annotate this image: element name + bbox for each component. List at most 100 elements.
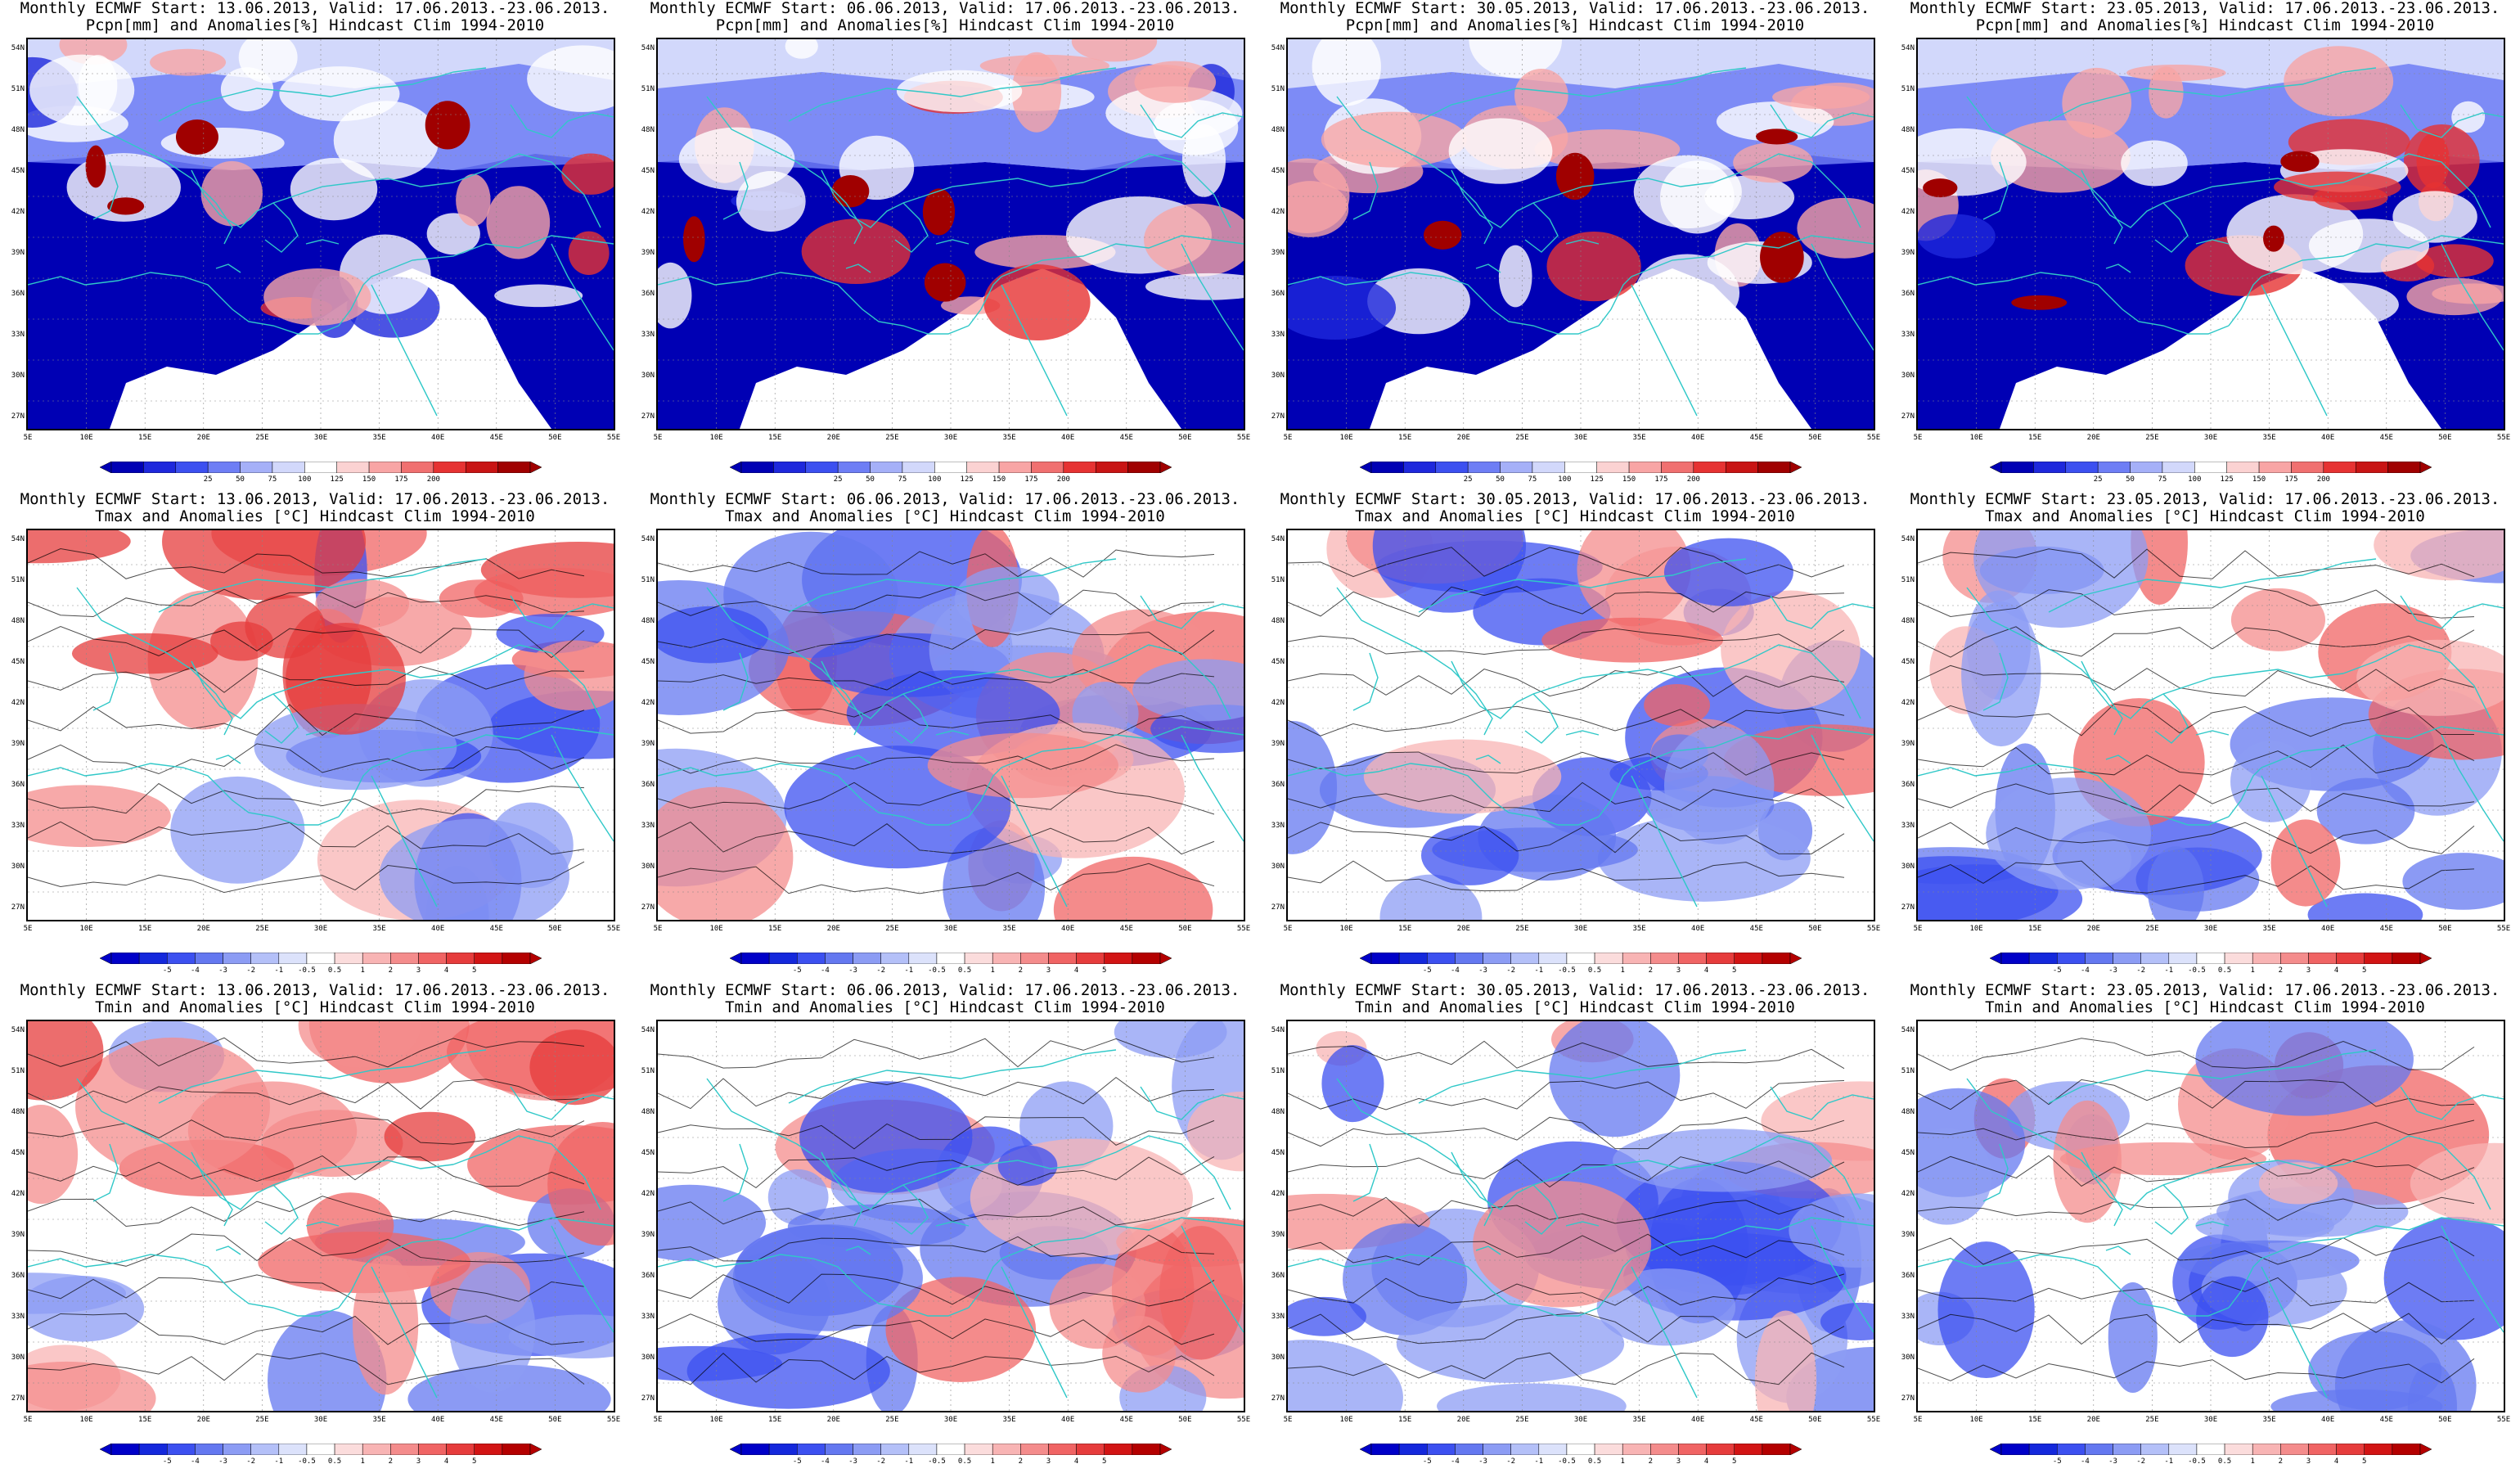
colorbar-swatch — [964, 1444, 993, 1455]
colorbar-swatch — [110, 953, 140, 964]
map-area — [1286, 1020, 1875, 1412]
isotherm-contour — [658, 1076, 1215, 1110]
temp-anomaly-blob — [1321, 1045, 1384, 1123]
colorbar-tick-label: 75 — [1528, 475, 1537, 484]
isotherm-contour — [28, 861, 585, 894]
temp-anomaly-blob — [2383, 1216, 2504, 1340]
colorbar-tick-label: -0.5 — [928, 966, 946, 975]
coastline — [1001, 1266, 1068, 1399]
coastline — [305, 1221, 340, 1227]
isotherm-contour — [1918, 1313, 2475, 1345]
coastline — [1631, 284, 1698, 417]
coastline — [264, 693, 299, 744]
colorbar-min-arrow — [730, 462, 742, 473]
latitude-tick-label: 51N — [1271, 576, 1285, 584]
coastline — [371, 1217, 614, 1259]
coastline — [215, 755, 241, 764]
panel-subtitle: Tmin and Anomalies [°C] Hindcast Clim 19… — [1985, 998, 2425, 1016]
colorbar-tick-label: -3 — [2108, 966, 2117, 975]
longitude-tick-label: 25E — [2145, 434, 2159, 442]
colorbar-max-arrow — [2419, 1444, 2432, 1455]
coastline — [1451, 660, 1714, 719]
colorbar-tick-label: 50 — [1496, 475, 1505, 484]
precip-surplus-cell — [1423, 220, 1462, 250]
colorbar-tick-label: 0.5 — [327, 1457, 342, 1466]
coastline — [371, 284, 438, 417]
isotherm-contour — [1288, 547, 1845, 578]
colorbar-swatch — [853, 1444, 881, 1455]
temp-anomaly-blob — [1616, 1161, 1842, 1286]
map-panel: Monthly ECMWF Start: 06.06.2013, Valid: … — [630, 982, 1260, 1473]
precip-anomaly-blob — [456, 173, 491, 227]
longitude-tick-label: 30E — [313, 1416, 328, 1424]
temp-anomaly-blob — [407, 1364, 611, 1411]
latitude-tick-label: 48N — [11, 617, 25, 625]
longitude-tick-label: 10E — [1969, 925, 1983, 933]
longitude-tick-label: 45E — [2379, 434, 2393, 442]
coastline — [1918, 1254, 2230, 1317]
longitude-tick-label: 50E — [2438, 1416, 2452, 1424]
precip-anomaly-blob — [983, 264, 1091, 341]
colorbar-tick-label: 4 — [443, 1457, 449, 1466]
latitude-tick-label: 45N — [1901, 167, 1915, 175]
coastline — [935, 730, 970, 736]
coastline — [2048, 1049, 2377, 1104]
colorbar-tick-label: -4 — [190, 966, 200, 975]
colorbar-max-arrow — [529, 462, 542, 473]
colorbar-swatch — [143, 462, 177, 473]
latitude-tick-label: 39N — [11, 249, 25, 257]
temp-anomaly-blob — [2230, 741, 2311, 822]
coastline — [2154, 693, 2189, 744]
longitude-tick-label: 30E — [1573, 1416, 1588, 1424]
colorbar-swatch — [2194, 462, 2227, 473]
coastline — [305, 730, 340, 736]
longitude-tick-label: 30E — [2203, 434, 2218, 442]
map-field-svg — [1918, 39, 2504, 429]
precip-anomaly-blob — [1991, 119, 2131, 193]
latitude-tick-label: 45N — [11, 1149, 25, 1157]
temp-anomaly-blob — [1363, 739, 1562, 814]
colorbar-swatch — [740, 1444, 770, 1455]
coastline — [2441, 243, 2504, 351]
map-field-svg — [1288, 39, 1874, 429]
colorbar-tick-label: 125 — [960, 475, 974, 484]
colorbar-tick-label: -2 — [1506, 966, 1516, 975]
colorbar-swatch — [934, 462, 967, 473]
longitude-tick-label: 15E — [2028, 925, 2042, 933]
latitude-tick-label: 48N — [1271, 1108, 1285, 1116]
panel-title: Monthly ECMWF Start: 23.05.2013, Valid: … — [1910, 490, 2500, 508]
longitude-tick-label: 5E — [1283, 434, 1293, 442]
temp-anomaly-blob — [1372, 530, 1526, 613]
colorbar-max-arrow — [2419, 953, 2432, 964]
latitude-tick-label: 36N — [641, 781, 655, 789]
colorbar-tick-label: -0.5 — [298, 966, 316, 975]
panel-title: Monthly ECMWF Start: 06.06.2013, Valid: … — [650, 0, 1240, 17]
colorbar-swatch — [1762, 953, 1791, 964]
colorbar-swatch — [2028, 1444, 2058, 1455]
colorbar-swatch — [195, 953, 223, 964]
colorbar-tick-label: 175 — [2284, 475, 2298, 484]
latitude-tick-label: 54N — [641, 44, 655, 52]
coastline — [264, 202, 299, 253]
longitude-tick-label: 5E — [653, 925, 663, 933]
coastline — [158, 67, 487, 122]
colorbar-tick-label: -4 — [2080, 1457, 2090, 1466]
temp-anomaly-blob — [1918, 1128, 1992, 1225]
coastline — [722, 652, 749, 711]
colorbar-swatch — [2224, 1444, 2253, 1455]
colorbar-tick-label: -3 — [1478, 966, 1487, 975]
coastline — [1565, 730, 1600, 736]
isotherm-contour — [28, 1313, 585, 1345]
latitude-tick-label: 45N — [641, 1149, 655, 1157]
longitude-tick-label: 45E — [1119, 1416, 1133, 1424]
precip-anomaly-blob — [1635, 254, 1740, 332]
longitude-tick-label: 50E — [1808, 434, 1822, 442]
temp-anomaly-blob — [1754, 1310, 1817, 1411]
colorbar-tick-label: 5 — [1732, 1457, 1737, 1466]
colorbar-tick-label: -5 — [1422, 1457, 1432, 1466]
latitude-tick-label: 33N — [641, 1313, 655, 1321]
latitude-tick-label: 42N — [1901, 699, 1915, 707]
latitude-tick-label: 30N — [11, 863, 25, 871]
colorbar-swatch — [390, 953, 419, 964]
coastline — [1712, 644, 1861, 719]
